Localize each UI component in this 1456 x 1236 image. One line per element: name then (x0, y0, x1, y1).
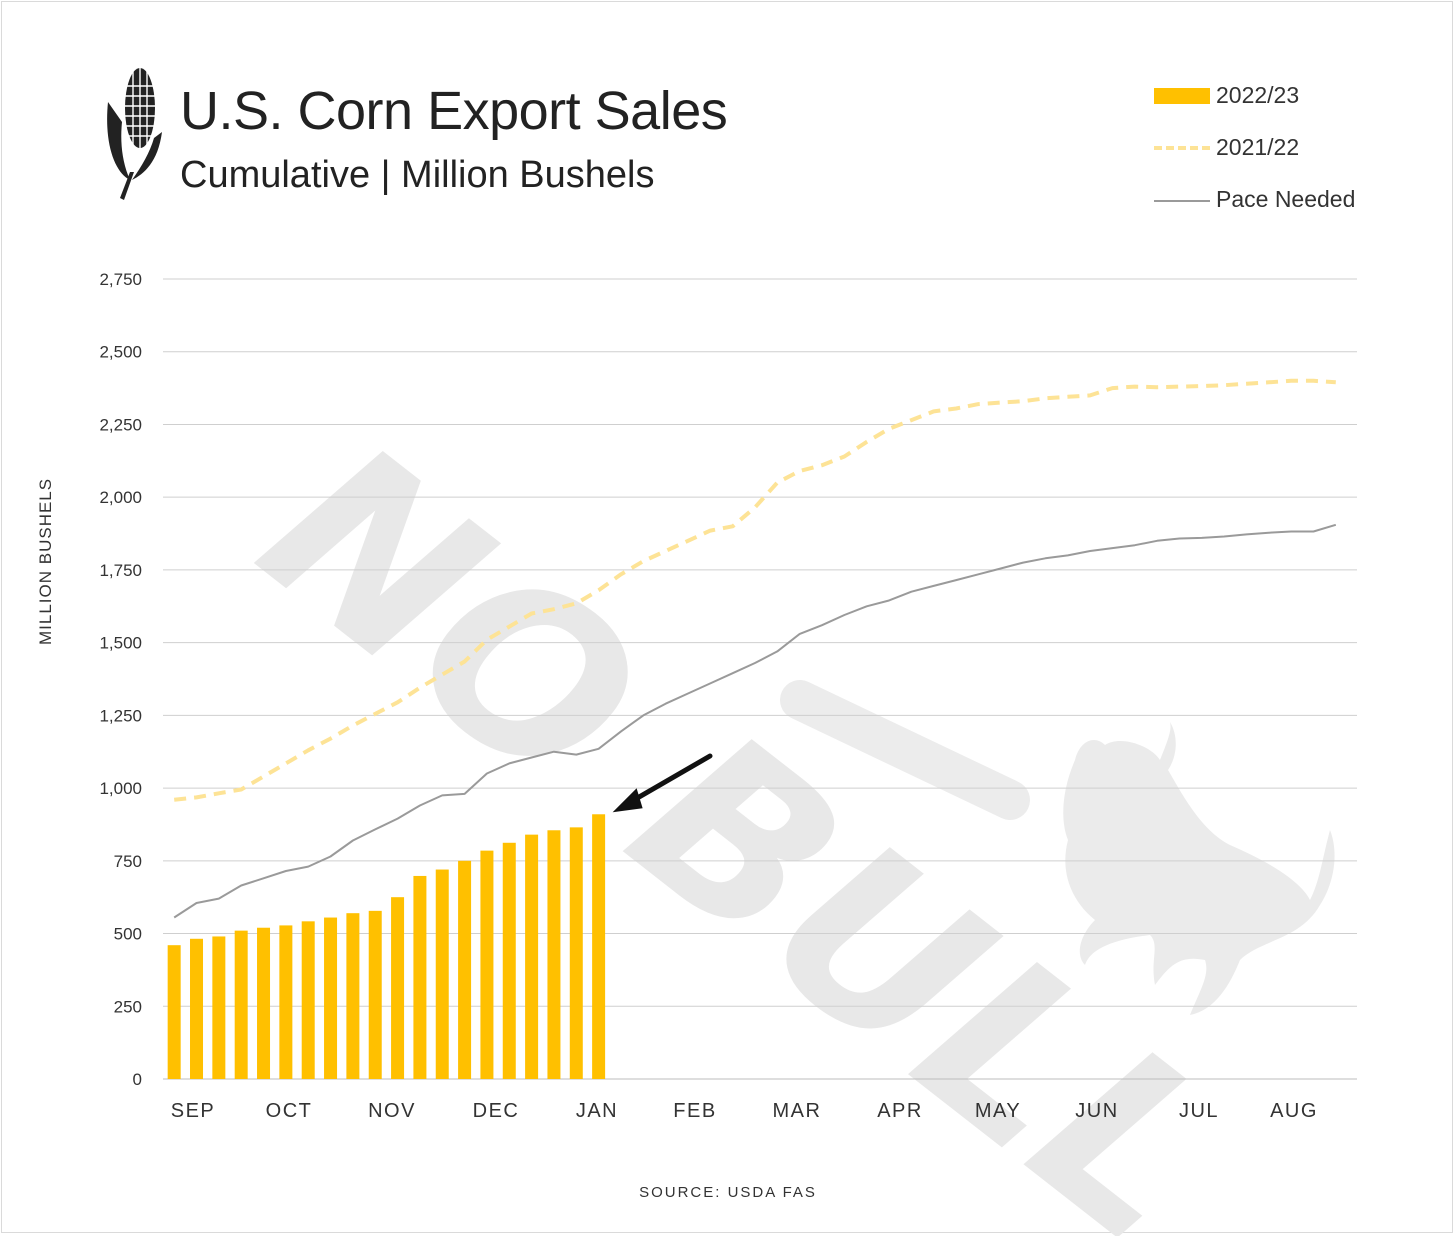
y-axis-label: MILLION BUSHELS (36, 477, 55, 645)
y-tick-label: 2,500 (99, 343, 142, 362)
arrow-head-icon (612, 788, 643, 813)
y-tick-label: 1,250 (99, 706, 142, 725)
y-tick-label: 1,750 (99, 561, 142, 580)
bar (234, 930, 248, 1079)
line-pace-needed (173, 523, 1337, 919)
x-tick-label: MAY (975, 1100, 1021, 1122)
x-tick-label: MAR (773, 1100, 822, 1122)
y-tick-label: 250 (114, 997, 142, 1016)
chart-subtitle: Cumulative | Million Bushels (180, 154, 655, 196)
legend-swatch-dashed (1154, 146, 1210, 150)
watermark-brush-stroke (780, 680, 1030, 820)
bar (368, 910, 382, 1079)
source-note: SOURCE: USDA FAS (639, 1184, 817, 1201)
y-tick-label: 1,000 (99, 779, 142, 798)
legend-item-2022-23: 2022/23 (1152, 78, 1442, 130)
y-tick-label: 1,500 (99, 634, 142, 653)
x-tick-label: APR (877, 1100, 923, 1122)
legend-label: Pace Needed (1216, 186, 1356, 212)
arrow-annotation (612, 753, 713, 813)
bar (324, 917, 338, 1079)
x-tick-label: FEB (673, 1100, 716, 1122)
legend-item-pace-needed: Pace Needed (1152, 182, 1442, 234)
corn-icon (107, 68, 162, 200)
bar (212, 936, 226, 1079)
legend-label: 2021/22 (1216, 134, 1300, 160)
chart-title: U.S. Corn Export Sales (180, 81, 728, 141)
bar (167, 945, 181, 1079)
legend-swatch-bar (1154, 88, 1210, 104)
y-tick-label: 0 (133, 1070, 142, 1089)
bar (502, 842, 516, 1079)
bar (435, 869, 449, 1079)
x-tick-label: JUN (1075, 1100, 1118, 1122)
x-tick-label: AUG (1270, 1100, 1318, 1122)
legend-label: 2022/23 (1216, 82, 1300, 108)
y-tick-label: 2,250 (99, 415, 142, 434)
bar (525, 834, 539, 1079)
y-tick-label: 750 (114, 852, 142, 871)
bar (346, 913, 360, 1079)
bar (257, 927, 271, 1079)
bar (391, 897, 405, 1079)
y-tick-label: 500 (114, 925, 142, 944)
legend-swatch-line (1154, 200, 1210, 202)
bull-watermark-icon (1063, 722, 1335, 1015)
y-tick-labels: 0 250 500 750 1,000 1,250 1,500 1,750 2,000 2,250… (99, 270, 142, 1089)
arrow-shaft (624, 753, 713, 807)
legend: 2022/23 2021/22 Pace Needed (1152, 78, 1442, 234)
x-tick-label: OCT (266, 1100, 313, 1122)
x-tick-label: NOV (368, 1100, 416, 1122)
series-lines (173, 378, 1337, 919)
x-tick-label: SEP (171, 1100, 216, 1122)
bar (413, 875, 427, 1079)
bar (592, 814, 606, 1079)
x-tick-label: DEC (473, 1100, 520, 1122)
gridlines (163, 278, 1357, 1080)
bar (480, 850, 494, 1079)
x-tick-label: JUL (1179, 1100, 1219, 1122)
legend-item-2021-22: 2021/22 (1152, 130, 1442, 182)
bar (190, 938, 204, 1079)
y-tick-label: 2,750 (99, 270, 142, 289)
bar (569, 827, 583, 1079)
bars-2022-23 (167, 814, 606, 1079)
bar (547, 830, 561, 1079)
bar (301, 921, 315, 1079)
bar (458, 860, 472, 1079)
bar (279, 925, 293, 1079)
x-tick-labels: SEP OCT NOV DEC JAN FEB MAR APR MAY JUN JUL AUG (171, 1100, 1318, 1122)
y-tick-label: 2,000 (99, 488, 142, 507)
x-tick-label: JAN (576, 1100, 618, 1122)
